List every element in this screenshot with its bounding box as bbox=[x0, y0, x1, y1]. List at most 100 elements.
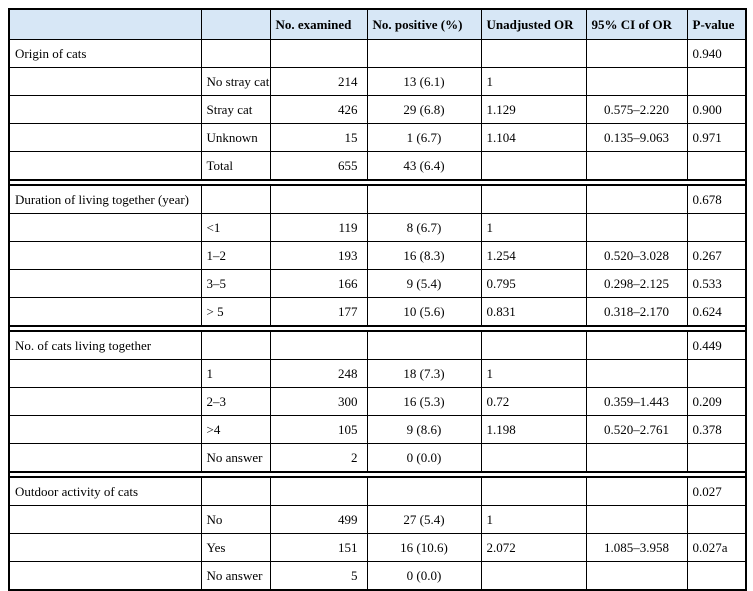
cell-ci: 0.359–1.443 bbox=[585, 387, 688, 416]
col-header-no-examined: No. examined bbox=[269, 8, 368, 40]
section-title-row: Outdoor activity of cats 0.027 bbox=[8, 476, 747, 506]
row-label: No answer bbox=[200, 561, 271, 591]
cell-no-positive: 0 (0.0) bbox=[366, 561, 482, 591]
empty-cell bbox=[8, 505, 202, 534]
cell-unadjusted-or: 1 bbox=[480, 213, 587, 242]
cell-no-positive: 43 (6.4) bbox=[366, 151, 482, 181]
row-label: No bbox=[200, 505, 271, 534]
section-title: Duration of living together (year) bbox=[8, 184, 202, 214]
empty-cell bbox=[480, 476, 587, 506]
empty-cell bbox=[585, 476, 688, 506]
cell-no-positive: 16 (5.3) bbox=[366, 387, 482, 416]
empty-cell bbox=[8, 561, 202, 591]
cell-p-value bbox=[686, 67, 747, 96]
empty-cell bbox=[8, 359, 202, 388]
table-row: >4 105 9 (8.6) 1.198 0.520–2.761 0.378 bbox=[8, 415, 747, 444]
cell-no-positive: 1 (6.7) bbox=[366, 123, 482, 152]
table-row: No 499 27 (5.4) 1 bbox=[8, 505, 747, 534]
cell-ci: 0.575–2.220 bbox=[585, 95, 688, 124]
col-header-p-value: P-value bbox=[686, 8, 747, 40]
cell-ci: 1.085–3.958 bbox=[585, 533, 688, 562]
empty-cell bbox=[8, 297, 202, 327]
row-label: Total bbox=[200, 151, 271, 181]
section-p-value: 0.940 bbox=[686, 39, 747, 68]
empty-cell bbox=[8, 151, 202, 181]
cell-ci bbox=[585, 443, 688, 473]
section-separator-rule bbox=[9, 471, 746, 478]
empty-cell bbox=[8, 241, 202, 270]
section-p-value: 0.678 bbox=[686, 184, 747, 214]
empty-cell bbox=[8, 67, 202, 96]
cell-p-value: 0.900 bbox=[686, 95, 747, 124]
row-label: 3–5 bbox=[200, 269, 271, 298]
cell-p-value: 0.624 bbox=[686, 297, 747, 327]
cell-p-value bbox=[686, 561, 747, 591]
cell-no-positive: 16 (10.6) bbox=[366, 533, 482, 562]
empty-cell bbox=[269, 39, 368, 68]
table-row: Total 655 43 (6.4) bbox=[8, 151, 747, 181]
cell-no-examined: 151 bbox=[269, 533, 368, 562]
cell-no-examined: 119 bbox=[269, 213, 368, 242]
cell-no-examined: 5 bbox=[269, 561, 368, 591]
cell-no-examined: 105 bbox=[269, 415, 368, 444]
table-row: Unknown 15 1 (6.7) 1.104 0.135–9.063 0.971 bbox=[8, 123, 747, 152]
row-label: 2–3 bbox=[200, 387, 271, 416]
table-row: Stray cat 426 29 (6.8) 1.129 0.575–2.220 0.90… bbox=[8, 95, 747, 124]
empty-cell bbox=[585, 184, 688, 214]
empty-cell bbox=[8, 387, 202, 416]
cell-no-examined: 2 bbox=[269, 443, 368, 473]
empty-cell bbox=[8, 269, 202, 298]
table-row: <1 119 8 (6.7) 1 bbox=[8, 213, 747, 242]
risk-factor-table: No. examined No. positive (%) Unadjusted… bbox=[8, 8, 747, 591]
cell-no-examined: 15 bbox=[269, 123, 368, 152]
cell-no-positive: 16 (8.3) bbox=[366, 241, 482, 270]
table-row: 2–3 300 16 (5.3) 0.72 0.359–1.443 0.209 bbox=[8, 387, 747, 416]
empty-cell bbox=[8, 533, 202, 562]
cell-no-examined: 193 bbox=[269, 241, 368, 270]
empty-cell bbox=[480, 184, 587, 214]
cell-no-positive: 29 (6.8) bbox=[366, 95, 482, 124]
empty-cell bbox=[269, 184, 368, 214]
row-label: No answer bbox=[200, 443, 271, 473]
cell-unadjusted-or: 0.72 bbox=[480, 387, 587, 416]
section-separator bbox=[9, 179, 746, 186]
cell-ci bbox=[585, 359, 688, 388]
section-p-value: 0.449 bbox=[686, 330, 747, 360]
col-header-no-positive: No. positive (%) bbox=[366, 8, 482, 40]
cell-unadjusted-or: 1 bbox=[480, 67, 587, 96]
cell-no-examined: 166 bbox=[269, 269, 368, 298]
empty-cell bbox=[585, 39, 688, 68]
cell-p-value: 0.378 bbox=[686, 415, 747, 444]
cell-no-positive: 9 (5.4) bbox=[366, 269, 482, 298]
cell-unadjusted-or: 1 bbox=[480, 359, 587, 388]
cell-ci: 0.135–9.063 bbox=[585, 123, 688, 152]
cell-p-value bbox=[686, 213, 747, 242]
empty-cell bbox=[269, 330, 368, 360]
row-label: 1–2 bbox=[200, 241, 271, 270]
section-separator bbox=[9, 471, 746, 478]
cell-p-value: 0.971 bbox=[686, 123, 747, 152]
cell-ci: 0.298–2.125 bbox=[585, 269, 688, 298]
col-header-subcategory bbox=[200, 8, 271, 40]
cell-ci bbox=[585, 151, 688, 181]
page: No. examined No. positive (%) Unadjusted… bbox=[8, 8, 747, 591]
cell-ci bbox=[585, 561, 688, 591]
cell-ci: 0.318–2.170 bbox=[585, 297, 688, 327]
section-separator-rule bbox=[9, 179, 746, 186]
table-body: Origin of cats 0.940 No stray cat 214 13 (6.… bbox=[8, 39, 747, 591]
row-label: Yes bbox=[200, 533, 271, 562]
cell-p-value: 0.267 bbox=[686, 241, 747, 270]
section-title: No. of cats living together bbox=[8, 330, 202, 360]
section-separator bbox=[9, 325, 746, 332]
cell-unadjusted-or: 1.254 bbox=[480, 241, 587, 270]
cell-p-value bbox=[686, 359, 747, 388]
cell-unadjusted-or: 2.072 bbox=[480, 533, 587, 562]
empty-cell bbox=[366, 330, 482, 360]
col-header-category bbox=[8, 8, 202, 40]
header-row: No. examined No. positive (%) Unadjusted… bbox=[8, 8, 747, 40]
empty-cell bbox=[8, 95, 202, 124]
table-row: 1 248 18 (7.3) 1 bbox=[8, 359, 747, 388]
col-header-ci-of-or: 95% CI of OR bbox=[585, 8, 688, 40]
cell-unadjusted-or: 1 bbox=[480, 505, 587, 534]
cell-no-positive: 0 (0.0) bbox=[366, 443, 482, 473]
